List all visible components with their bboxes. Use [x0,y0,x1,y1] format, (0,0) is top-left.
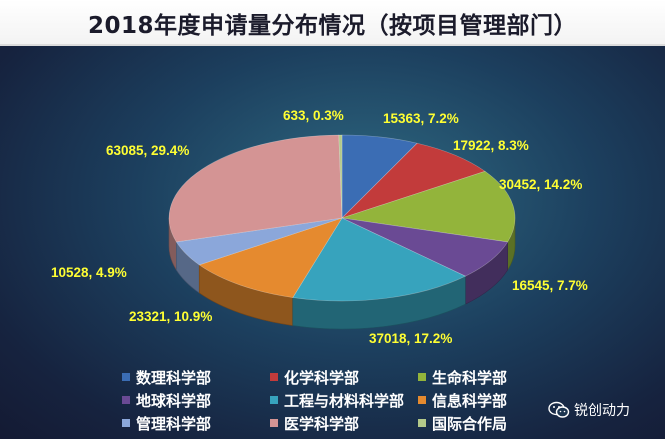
legend-item-1: 化学科学部 [270,367,418,387]
legend-label: 医学科学部 [284,414,360,433]
pie-slice-8 [338,134,343,219]
legend-swatch [122,396,130,404]
data-label-2: 30452, 14.2% [499,177,582,192]
legend-label: 国际合作局 [432,414,508,433]
wechat-icon [548,401,570,418]
pie-slice-6 [175,217,343,266]
data-label-4: 37018, 17.2% [369,331,452,346]
legend-swatch [122,419,130,427]
pie-slice-3 [341,217,509,277]
pie-slice-5 [198,217,343,298]
legend-label: 信息科学部 [432,391,508,410]
legend-label: 数理科学部 [136,368,212,387]
data-label-1: 17922, 8.3% [453,138,529,153]
pie-slice-7 [168,134,343,243]
title-band [0,0,665,46]
data-label-0: 15363, 7.2% [383,111,459,126]
data-label-5: 23321, 10.9% [129,309,212,324]
pie-slice-1 [341,142,486,219]
legend-swatch [270,396,278,404]
legend-item-4: 工程与材料科学部 [270,390,418,410]
pie-slice-side-4 [292,275,466,330]
legend-item-8: 国际合作局 [418,413,566,433]
legend-label: 工程与材料科学部 [284,391,405,410]
pie-slice-4 [292,217,467,302]
legend-label: 管理科学部 [136,414,212,433]
chart-title: 2018年度申请量分布情况（按项目管理部门） [87,13,577,39]
legend-item-6: 管理科学部 [122,413,270,433]
legend-swatch [418,396,426,404]
pie-slice-0 [341,134,418,219]
legend-swatch [122,373,130,381]
legend-label: 地球科学部 [136,391,212,410]
data-label-8: 633, 0.3% [283,108,344,123]
legend-swatch [270,373,278,381]
watermark: 锐创动力 [548,400,630,420]
data-label-7: 63085, 29.4% [106,143,189,158]
legend-item-5: 信息科学部 [418,390,566,410]
pie-slice-2 [341,170,516,243]
legend-swatch [270,419,278,427]
legend-label: 化学科学部 [284,368,360,387]
legend-item-7: 医学科学部 [270,413,418,433]
legend-swatch [418,373,426,381]
legend-label: 生命科学部 [432,368,508,387]
legend: 数理科学部 化学科学部 生命科学部地球科学部 工程与材料科学部 信息科学部管理科学部 医学… [122,367,562,433]
data-label-6: 10528, 4.9% [51,265,127,280]
legend-item-0: 数理科学部 [122,367,270,387]
legend-item-2: 生命科学部 [418,367,566,387]
data-label-3: 16545, 7.7% [512,278,588,293]
legend-item-3: 地球科学部 [122,390,270,410]
watermark-text: 锐创动力 [574,403,630,419]
legend-swatch [418,419,426,427]
